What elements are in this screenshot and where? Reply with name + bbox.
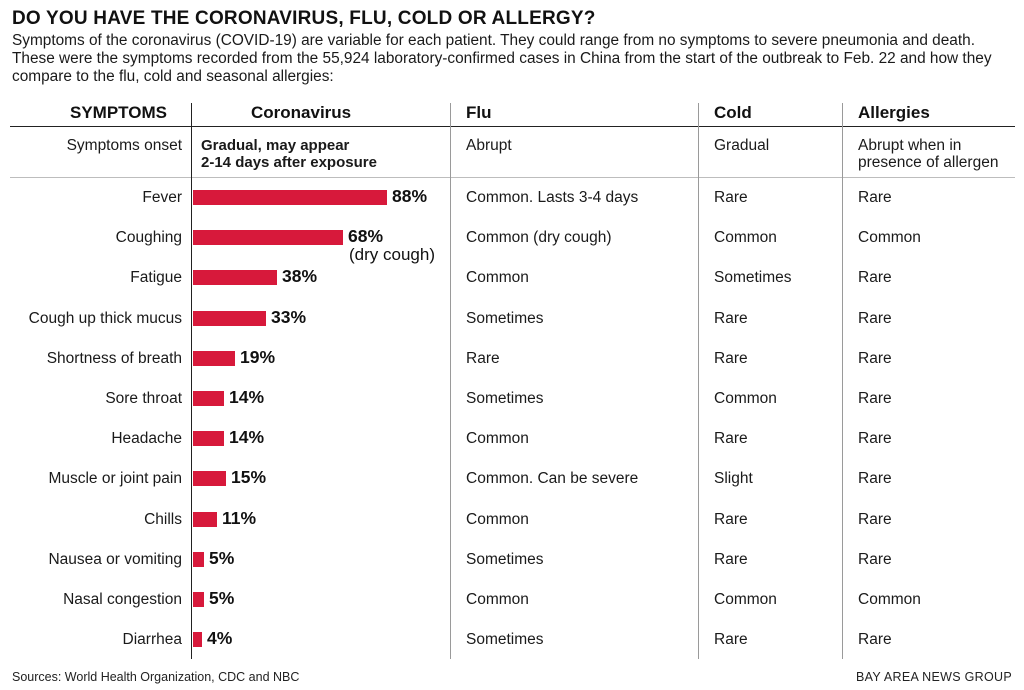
coronavirus-bar xyxy=(193,351,235,366)
allergies-cell: Rare xyxy=(858,350,892,367)
coronavirus-bar xyxy=(193,190,387,205)
coronavirus-note: (dry cough) xyxy=(349,245,435,264)
flu-cell: Rare xyxy=(466,350,500,367)
onset-allergies: Abrupt when in presence of allergen xyxy=(858,137,998,171)
column-divider-allergies xyxy=(842,103,843,659)
allergies-cell: Rare xyxy=(858,269,892,286)
coronavirus-bar xyxy=(193,230,343,245)
coronavirus-pct-label: 88% xyxy=(392,186,428,206)
symptom-label: Coughing xyxy=(115,229,182,246)
allergies-cell: Rare xyxy=(858,310,892,327)
allergies-cell: Rare xyxy=(858,470,892,487)
symptom-label: Nausea or vomiting xyxy=(48,551,182,568)
cold-cell: Rare xyxy=(714,631,748,648)
onset-allergies-line1: Abrupt when in xyxy=(858,137,962,154)
coronavirus-bar xyxy=(193,270,277,285)
cold-cell: Rare xyxy=(714,551,748,568)
symptom-label: Muscle or joint pain xyxy=(48,470,182,487)
coronavirus-bar xyxy=(193,512,217,527)
cold-cell: Common xyxy=(714,591,777,608)
flu-cell: Sometimes xyxy=(466,631,544,648)
allergies-cell: Common xyxy=(858,229,921,246)
header-flu: Flu xyxy=(466,103,492,122)
flu-cell: Sometimes xyxy=(466,551,544,568)
header-allergies: Allergies xyxy=(858,103,930,122)
cold-cell: Rare xyxy=(714,511,748,528)
flu-cell: Common (dry cough) xyxy=(466,229,612,246)
coronavirus-bar xyxy=(193,592,204,607)
cold-cell: Rare xyxy=(714,189,748,206)
flu-cell: Sometimes xyxy=(466,310,544,327)
allergies-cell: Rare xyxy=(858,631,892,648)
onset-coronavirus: Gradual, may appear 2-14 days after expo… xyxy=(201,137,377,171)
source-note: Sources: World Health Organization, CDC … xyxy=(12,670,300,684)
allergies-cell: Common xyxy=(858,591,921,608)
flu-cell: Common. Can be severe xyxy=(466,470,639,487)
coronavirus-pct-label: 5% xyxy=(209,548,235,568)
onset-divider xyxy=(10,177,1015,178)
symptom-label: Headache xyxy=(111,430,182,447)
flu-cell: Sometimes xyxy=(466,390,544,407)
credit: BAY AREA NEWS GROUP xyxy=(856,670,1012,684)
flu-cell: Common xyxy=(466,511,529,528)
column-divider-flu xyxy=(450,103,451,659)
coronavirus-bar xyxy=(193,632,202,647)
coronavirus-pct-label: 14% xyxy=(229,427,265,447)
cold-cell: Slight xyxy=(714,470,753,487)
coronavirus-pct-label: 5% xyxy=(209,588,235,608)
allergies-cell: Rare xyxy=(858,430,892,447)
coronavirus-pct-label: 68% xyxy=(348,226,384,246)
cold-cell: Rare xyxy=(714,310,748,327)
onset-coronavirus-line2: 2-14 days after exposure xyxy=(201,154,377,171)
symptom-label: Shortness of breath xyxy=(46,350,182,367)
coronavirus-pct-label: 15% xyxy=(231,467,267,487)
coronavirus-pct-label: 11% xyxy=(222,508,257,528)
cold-cell: Sometimes xyxy=(714,269,792,286)
chart-subtitle: Symptoms of the coronavirus (COVID-19) a… xyxy=(12,32,992,85)
flu-cell: Common xyxy=(466,269,529,286)
onset-label: Symptoms onset xyxy=(66,137,182,154)
header-cold: Cold xyxy=(714,103,752,122)
coronavirus-bar xyxy=(193,552,204,567)
cold-cell: Common xyxy=(714,390,777,407)
cold-cell: Rare xyxy=(714,350,748,367)
symptom-label: Fatigue xyxy=(130,269,182,286)
header-coronavirus: Coronavirus xyxy=(251,103,352,122)
symptom-label: Cough up thick mucus xyxy=(28,310,182,327)
coronavirus-bar xyxy=(193,311,266,326)
symptom-label: Chills xyxy=(144,511,182,528)
coronavirus-bar xyxy=(193,431,224,446)
coronavirus-bar xyxy=(193,391,224,406)
column-divider-coronavirus xyxy=(191,103,192,659)
flu-cell: Common xyxy=(466,430,529,447)
allergies-cell: Rare xyxy=(858,511,892,528)
flu-cell: Common. Lasts 3-4 days xyxy=(466,189,639,206)
coronavirus-pct-label: 38% xyxy=(282,266,318,286)
symptom-label: Sore throat xyxy=(105,390,182,407)
coronavirus-pct-label: 19% xyxy=(240,347,276,367)
onset-allergies-line2: presence of allergen xyxy=(858,154,999,171)
header-symptoms: SYMPTOMS xyxy=(70,103,167,122)
coronavirus-bar xyxy=(193,471,226,486)
chart-title: DO YOU HAVE THE CORONAVIRUS, FLU, COLD O… xyxy=(12,8,596,29)
header-divider xyxy=(10,126,1015,127)
column-divider-cold xyxy=(698,103,699,659)
flu-cell: Common xyxy=(466,591,529,608)
onset-cold: Gradual xyxy=(714,137,770,154)
cold-cell: Rare xyxy=(714,430,748,447)
coronavirus-pct-label: 33% xyxy=(271,307,307,327)
symptom-label: Diarrhea xyxy=(122,631,182,648)
onset-coronavirus-line1: Gradual, may appear xyxy=(201,137,350,154)
coronavirus-pct-label: 14% xyxy=(229,387,265,407)
symptom-label: Fever xyxy=(142,189,182,206)
cold-cell: Common xyxy=(714,229,777,246)
allergies-cell: Rare xyxy=(858,551,892,568)
coronavirus-pct-label: 4% xyxy=(207,628,233,648)
allergies-cell: Rare xyxy=(858,189,892,206)
symptom-label: Nasal congestion xyxy=(63,591,182,608)
allergies-cell: Rare xyxy=(858,390,892,407)
onset-flu: Abrupt xyxy=(466,137,512,154)
